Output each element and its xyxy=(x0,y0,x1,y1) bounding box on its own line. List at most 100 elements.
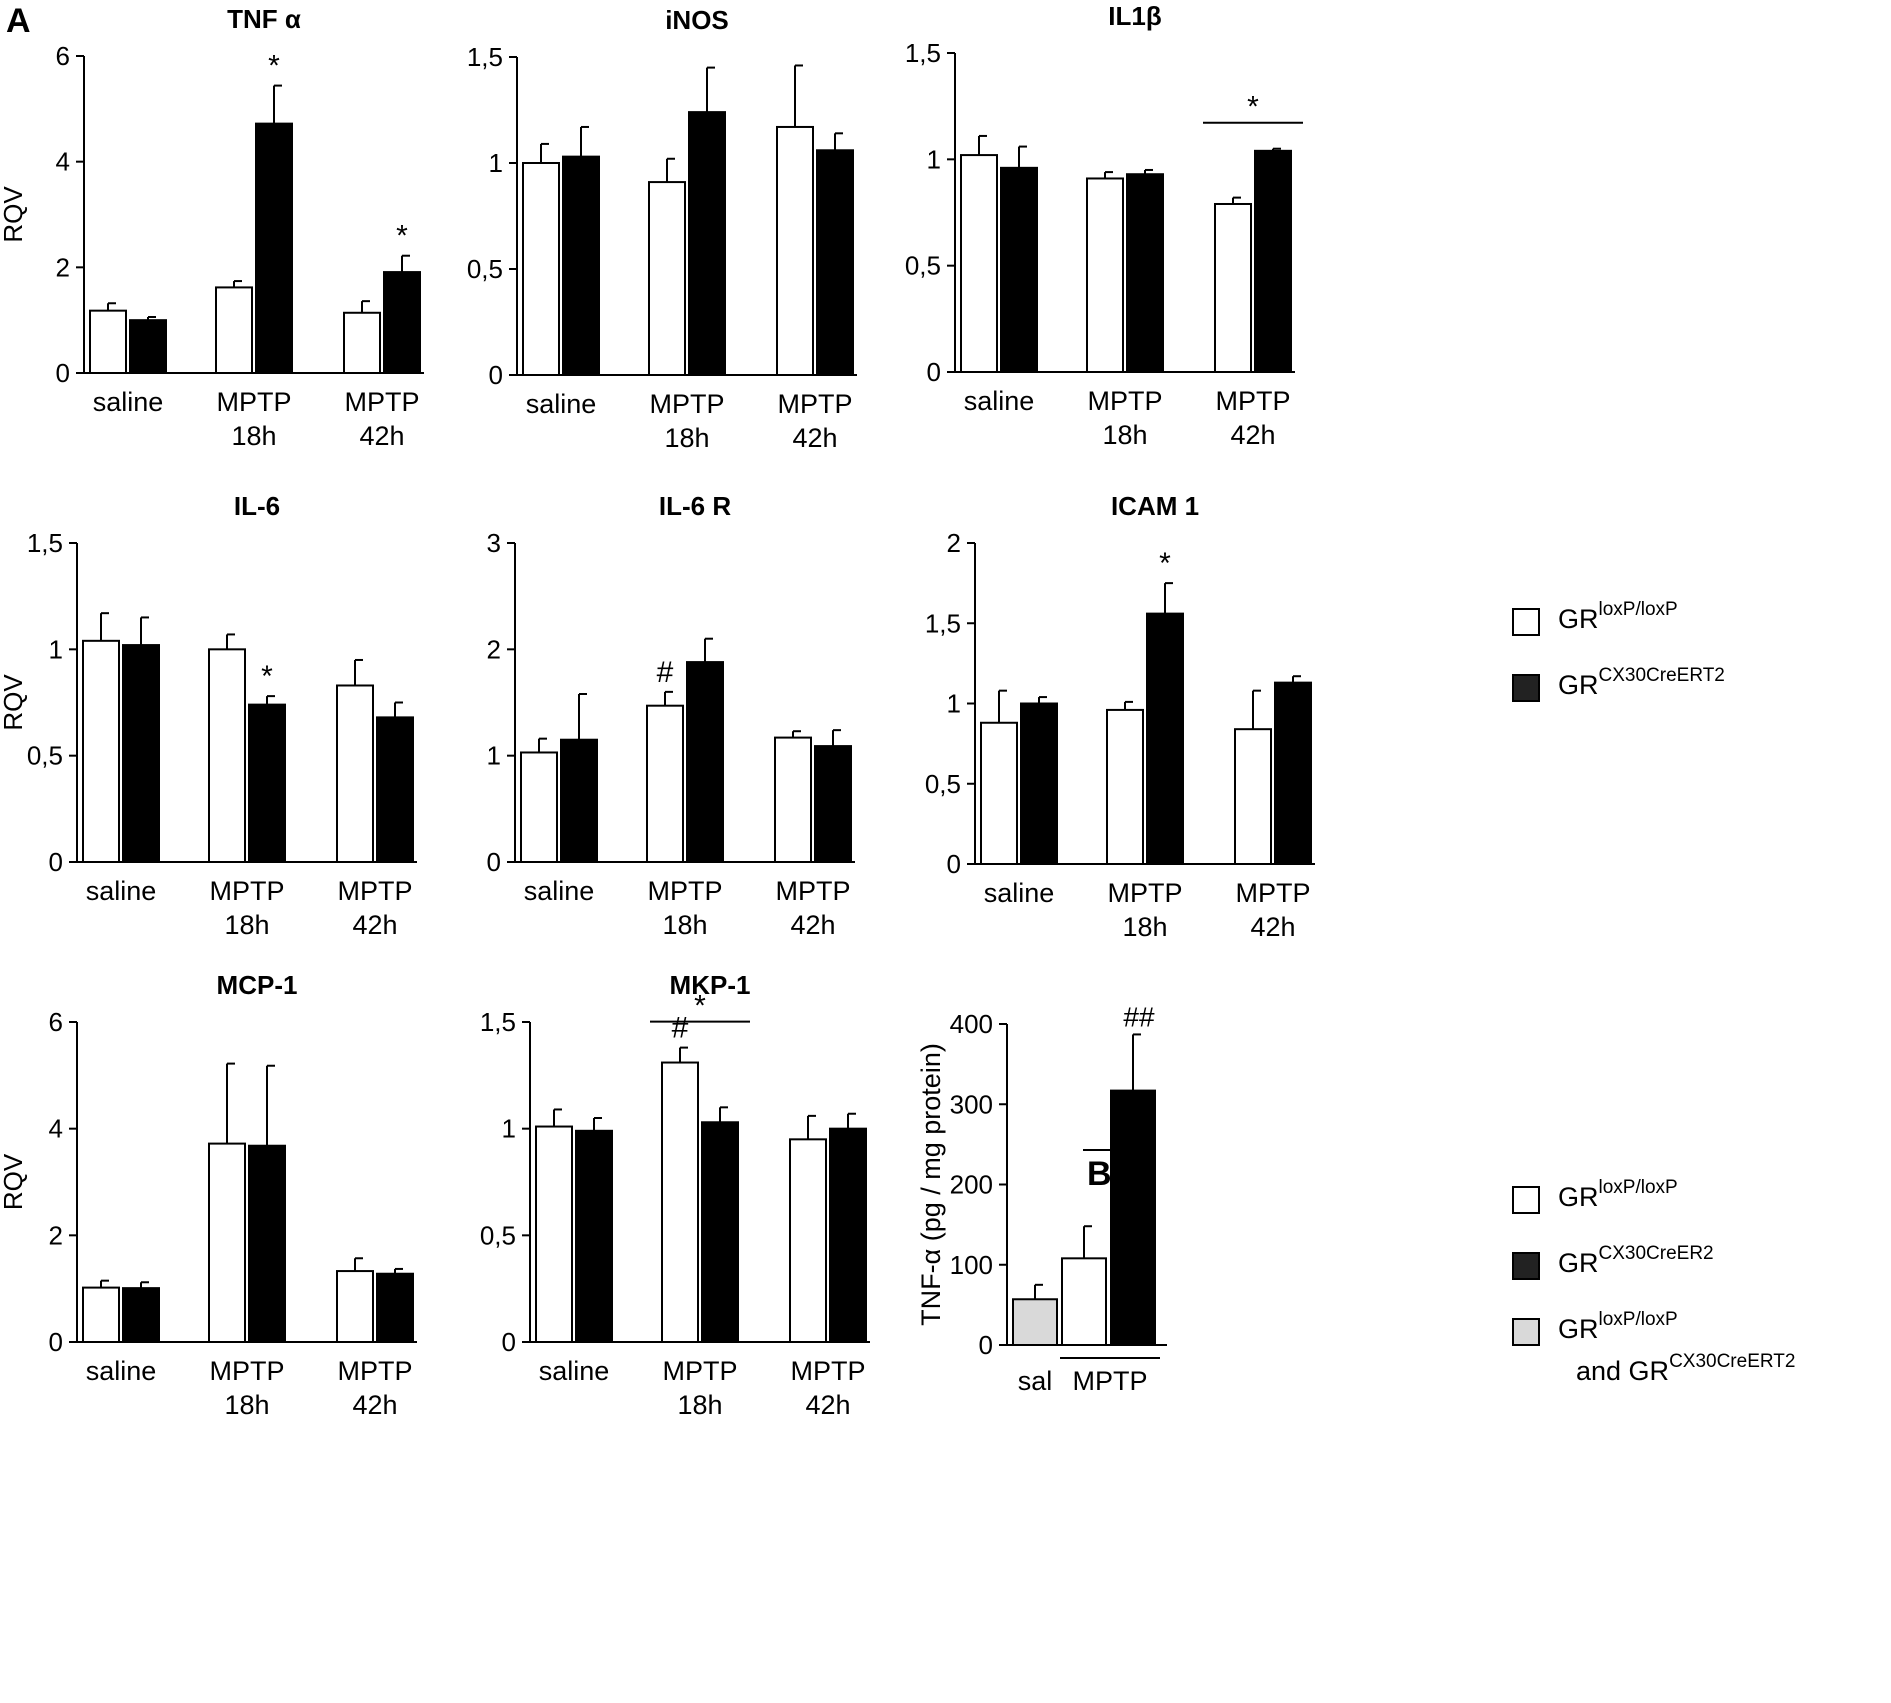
il6r-x-label: MPTP xyxy=(647,876,722,906)
mkp1-x-label: MPTP xyxy=(662,1356,737,1386)
mkp1-bar xyxy=(575,1129,613,1344)
inos-title: iNOS xyxy=(665,5,729,35)
il6-bar xyxy=(82,639,120,863)
il6-bar xyxy=(248,703,286,863)
inos-x-label: saline xyxy=(526,389,597,419)
legend-swatch-black xyxy=(1512,674,1540,702)
icam1-x-label: MPTP xyxy=(1235,878,1310,908)
tnf-tick-label: 4 xyxy=(56,147,70,177)
legend-b-swatch-black xyxy=(1512,1252,1540,1280)
il6-bar xyxy=(336,684,374,864)
mcp1-x-label: saline xyxy=(86,1356,157,1386)
inos-tick-label: 1,5 xyxy=(467,42,503,72)
inos-x-label: 18h xyxy=(664,423,709,453)
tnf-x-label: 18h xyxy=(231,421,276,451)
tnf-protein-ylabel: TNF-α (pg / mg protein) xyxy=(916,1043,946,1326)
tnf-protein-tick-label: 200 xyxy=(950,1170,993,1200)
tnf-bar xyxy=(343,311,381,374)
legend-b-swatch-grey xyxy=(1512,1318,1540,1346)
inos-tick-label: 1 xyxy=(489,148,503,178)
il1b-title: IL1β xyxy=(1108,1,1161,31)
icam1-bar xyxy=(1106,708,1144,865)
tnf-tick-label: 0 xyxy=(56,358,70,388)
mkp1-significance-mark: * xyxy=(694,990,706,1023)
tnf-tick-label: 2 xyxy=(56,252,70,282)
mkp1-x-label: 18h xyxy=(677,1390,722,1420)
il6r-bar xyxy=(814,745,852,864)
mkp1-bar xyxy=(661,1061,699,1343)
il6r-bar xyxy=(646,704,684,863)
il6-bar xyxy=(208,648,246,863)
il6-bar xyxy=(376,716,414,863)
mkp1-title: MKP-1 xyxy=(670,970,751,1000)
mcp1-bar xyxy=(376,1272,414,1343)
il6r-tick-label: 1 xyxy=(487,741,501,771)
legend-b-label-loxp: GRloxP/loxP xyxy=(1558,1177,1678,1212)
il6-bar xyxy=(122,644,160,864)
mcp1-x-label: 42h xyxy=(352,1390,397,1420)
tnf-protein-significance-mark: * xyxy=(1113,1118,1125,1151)
il6-x-label: 18h xyxy=(224,910,269,940)
icam1-bar xyxy=(1020,702,1058,865)
il6r-title: IL-6 R xyxy=(659,491,731,521)
tnf-protein-x-label-mptp: MPTP xyxy=(1072,1366,1147,1396)
il6-x-label: MPTP xyxy=(337,876,412,906)
icam1-tick-label: 1,5 xyxy=(925,608,961,638)
il6r-x-label: 18h xyxy=(662,910,707,940)
mkp1-bar xyxy=(789,1138,827,1344)
tnf-protein-bar xyxy=(1012,1298,1058,1346)
il1b-tick-label: 0 xyxy=(927,357,941,387)
icam1-bar xyxy=(1274,681,1312,866)
mkp1-bar xyxy=(535,1125,573,1343)
legend-label-cx30: GRCX30CreERT2 xyxy=(1558,665,1725,700)
mkp1-x-label: saline xyxy=(539,1356,610,1386)
inos-tick-label: 0 xyxy=(489,360,503,390)
il6r-x-label: MPTP xyxy=(775,876,850,906)
mcp1-tick-label: 0 xyxy=(49,1327,63,1357)
il1b-bar xyxy=(1214,202,1252,373)
il1b-x-label: saline xyxy=(964,386,1035,416)
tnf-title: TNF α xyxy=(227,4,301,34)
mcp1-x-label: MPTP xyxy=(209,1356,284,1386)
icam1-tick-label: 0,5 xyxy=(925,769,961,799)
il6r-bar xyxy=(560,738,598,864)
mkp1-x-label: 42h xyxy=(805,1390,850,1420)
il6-tick-label: 0 xyxy=(49,847,63,877)
tnf-protein-bar xyxy=(1110,1089,1156,1347)
tnf-x-label: saline xyxy=(93,387,164,417)
il6r-x-label: 42h xyxy=(790,910,835,940)
icam1-x-label: saline xyxy=(984,878,1055,908)
inos-tick-label: 0,5 xyxy=(467,254,503,284)
inos-x-label: MPTP xyxy=(649,389,724,419)
il6r-tick-label: 3 xyxy=(487,528,501,558)
tnf-x-label: MPTP xyxy=(344,387,419,417)
mcp1-x-label: MPTP xyxy=(337,1356,412,1386)
mcp1-tick-label: 2 xyxy=(49,1220,63,1250)
icam1-tick-label: 0 xyxy=(947,849,961,879)
mkp1-bar xyxy=(701,1121,739,1344)
il1b-tick-label: 1,5 xyxy=(905,38,941,68)
icam1-tick-label: 2 xyxy=(947,528,961,558)
il1b-bar xyxy=(1126,173,1164,373)
il1b-tick-label: 0,5 xyxy=(905,251,941,281)
il6r-x-label: saline xyxy=(524,876,595,906)
il1b-bar xyxy=(960,154,998,373)
il6-tick-label: 0,5 xyxy=(27,741,63,771)
icam1-significance-mark: * xyxy=(1159,547,1171,580)
il6r-significance-mark: # xyxy=(657,656,674,689)
il6r-bar xyxy=(686,661,724,863)
tnf-protein-tick-label: 300 xyxy=(950,1089,993,1119)
mkp1-significance-mark: # xyxy=(672,1012,689,1045)
mcp1-bar xyxy=(122,1287,160,1343)
tnf-protein-tick-label: 0 xyxy=(979,1330,993,1360)
icam1-tick-label: 1 xyxy=(947,689,961,719)
il1b-x-label: 18h xyxy=(1102,420,1147,450)
tnf-tick-label: 6 xyxy=(56,41,70,71)
tnf-ylabel: RQV xyxy=(0,186,28,243)
mkp1-tick-label: 0,5 xyxy=(480,1220,516,1250)
tnf-bar xyxy=(383,271,421,375)
legend-b-swatch-white xyxy=(1512,1186,1540,1214)
il1b-tick-label: 1 xyxy=(927,144,941,174)
